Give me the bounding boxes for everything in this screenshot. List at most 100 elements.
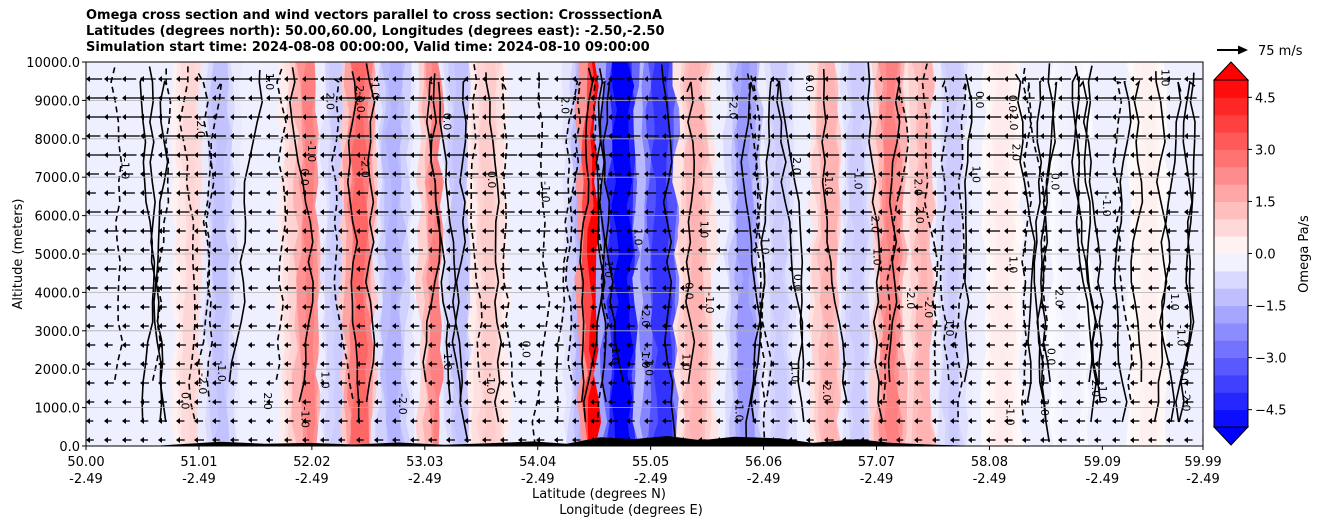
wind-vector-head [1076,133,1080,139]
wind-vector-head [680,114,684,120]
wind-vector-head [176,437,180,443]
wind-vector-head [590,209,594,215]
wind-vector-head [608,285,612,291]
wind-vector-head [752,304,756,310]
wind-vector-head [482,133,486,139]
wind-vector-head [806,152,810,158]
y-tick-label: 7000.0 [35,171,81,186]
wind-vector-head [446,266,450,272]
wind-vector-head [410,399,414,405]
wind-vector-head [212,285,216,291]
wind-vector-head [1076,285,1080,291]
wind-vector-head [446,209,450,215]
wind-vector-head [248,95,252,101]
contour-line [1175,80,1196,423]
wind-vector-head [1112,190,1116,196]
contour-line [1036,63,1056,423]
contour-line [775,79,805,423]
contour-line [1071,65,1102,403]
wind-vector-head [1112,342,1116,348]
wind-vector-head [1004,304,1008,310]
wind-vector-head [770,76,774,82]
wind-vector-head [230,342,234,348]
wind-vector-head [878,95,882,101]
wind-vector-head [482,323,486,329]
wind-vector-head [356,304,360,310]
contour-line [110,67,124,383]
y-axis: 0.0 1000.0 2000.0 3000.0 4000.0 5000.0 6000.0 7… [26,56,86,455]
wind-vector-head [410,361,414,367]
wind-vector-head [518,342,522,348]
contour-label: -1.0 [1096,382,1109,403]
wind-vector-head [626,95,630,101]
wind-vector-head [896,380,900,386]
wind-vector-head [572,380,576,386]
wind-vector-head [1022,418,1026,424]
contour-line [1079,80,1104,383]
wind-vector-head [1130,437,1134,443]
contour-line [882,77,910,403]
contour-line [1130,79,1144,383]
wind-vector-head [248,456,252,462]
wind-vector-head [842,209,846,215]
wind-vector-head [158,228,162,234]
wind-vector-head [824,456,828,462]
contour-line [1113,80,1132,423]
wind-vector-head [680,361,684,367]
wind-vector-head [1076,342,1080,348]
wind-vector-head [392,304,396,310]
wind-vector-head [824,437,828,443]
wind-vector-head [770,209,774,215]
wind-vector-head [590,285,594,291]
wind-vector-head [158,114,162,120]
wind-vector-head [1076,323,1080,329]
wind-vector-head [860,114,864,120]
contour-label: 2.0 [1089,380,1102,398]
wind-vector-head [446,95,450,101]
wind-vector-head [842,361,846,367]
wind-vector-head [1040,380,1044,386]
contour-label: -1.0 [215,360,228,381]
wind-vector-head [230,304,234,310]
colorbar-segment [1214,149,1248,168]
contour-line [470,64,483,383]
wind-vector-head [896,76,900,82]
wind-vector-head [752,285,756,291]
wind-vector-head [1004,285,1008,291]
wind-vector-head [1184,361,1188,367]
wind-vector-head [716,418,720,424]
wind-vector-head [842,399,846,405]
wind-vector-head [932,418,936,424]
wind-vector-head [446,418,450,424]
wind-vector-head [680,190,684,196]
wind-vector-head [1022,209,1026,215]
wind-vector-head [914,133,918,139]
wind-vector-head [500,95,504,101]
wind-vector-head [932,266,936,272]
colorbar-segment [1214,357,1248,376]
wind-vector-head [716,190,720,196]
contour-label: 0.0 [440,113,453,131]
wind-vector-head [662,361,666,367]
wind-vector-head [212,342,216,348]
wind-vector-head [914,361,918,367]
wind-vector-head [1184,171,1188,177]
wind-vector-head [536,209,540,215]
wind-vector-head [392,95,396,101]
wind-vector-head [86,285,90,291]
wind-vector-head [878,361,882,367]
wind-vector-head [482,95,486,101]
wind-vector-head [1166,418,1170,424]
wind-vector-head [1112,209,1116,215]
wind-vector-head [644,380,648,386]
wind-vector-head [554,399,558,405]
wind-vector-head [536,304,540,310]
wind-vector-head [1166,114,1170,120]
wind-vector-head [338,190,342,196]
wind-vector-head [860,418,864,424]
wind-vector-head [644,190,648,196]
wind-vector-head [464,152,468,158]
wind-vector-head [608,342,612,348]
contour-label: 1.0 [441,353,454,371]
wind-vector-head [284,342,288,348]
